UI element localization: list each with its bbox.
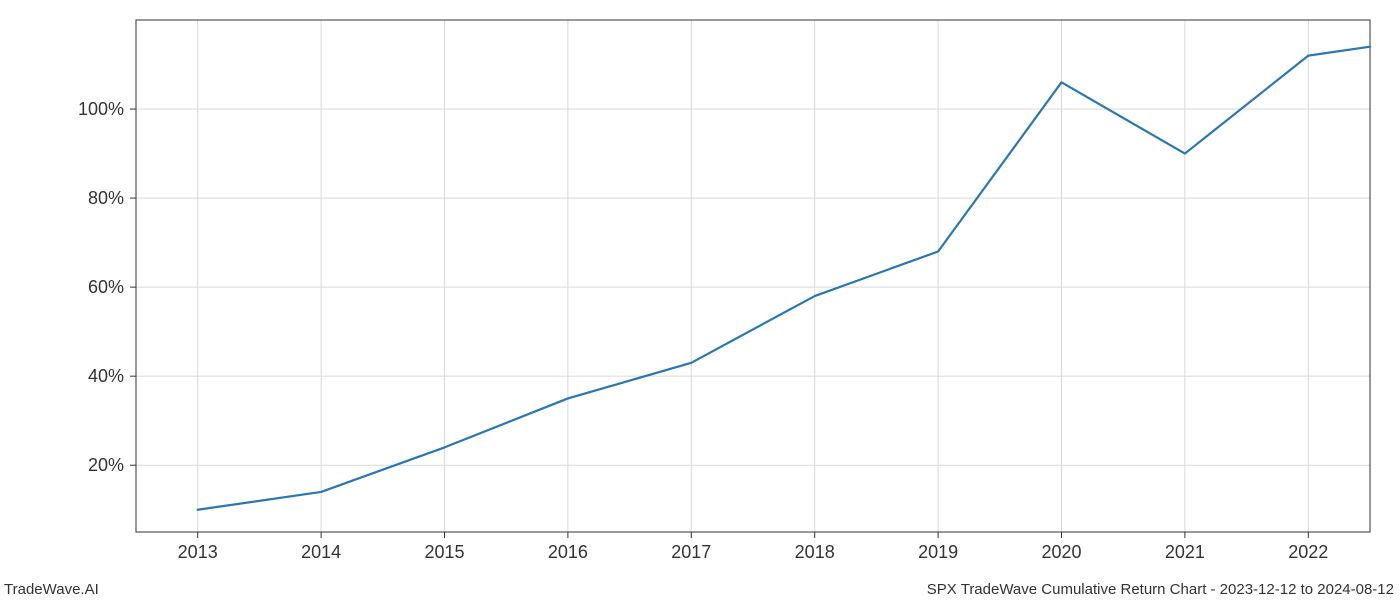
x-tick-label: 2013 (178, 542, 218, 562)
x-tick-label: 2018 (795, 542, 835, 562)
x-tick-label: 2016 (548, 542, 588, 562)
footer-right-label: SPX TradeWave Cumulative Return Chart - … (927, 581, 1394, 598)
y-tick-label: 100% (78, 99, 124, 119)
y-tick-label: 80% (88, 188, 124, 208)
y-tick-label: 20% (88, 455, 124, 475)
y-tick-label: 60% (88, 277, 124, 297)
footer-left-label: TradeWave.AI (4, 581, 99, 598)
x-tick-label: 2014 (301, 542, 341, 562)
x-tick-label: 2021 (1165, 542, 1205, 562)
x-tick-label: 2019 (918, 542, 958, 562)
chart-container: 2013 2014 2015 2016 2017 2018 2019 2020 2021 2022… (0, 0, 1400, 600)
y-tick-label: 40% (88, 366, 124, 386)
line-chart: 2013 2014 2015 2016 2017 2018 2019 2020 2021 2022… (0, 0, 1400, 600)
x-tick-label: 2017 (671, 542, 711, 562)
x-tick-label: 2020 (1041, 542, 1081, 562)
x-tick-label: 2015 (424, 542, 464, 562)
x-tick-label: 2022 (1288, 542, 1328, 562)
